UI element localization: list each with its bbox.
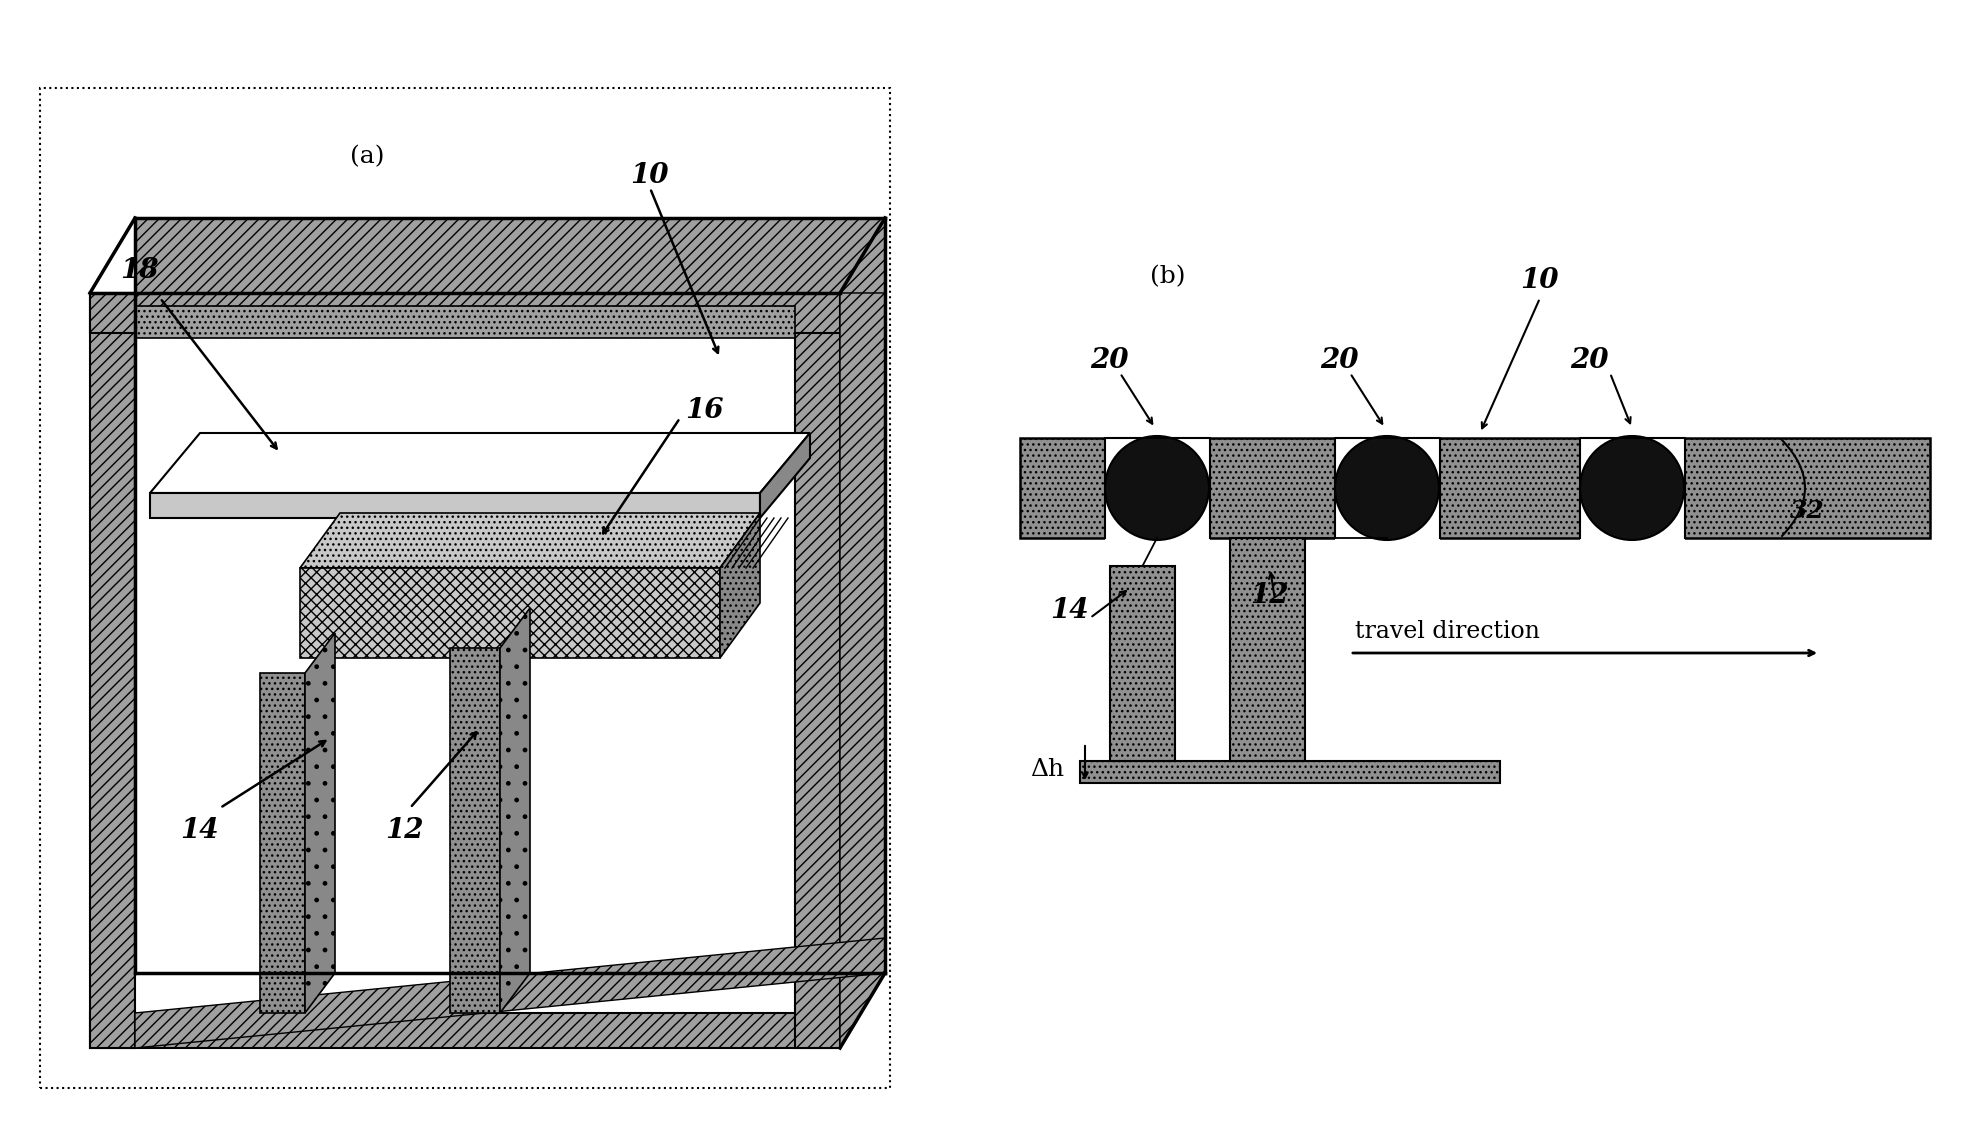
Text: 12: 12 bbox=[385, 817, 423, 844]
Bar bbox=[91, 292, 840, 333]
Ellipse shape bbox=[1581, 436, 1684, 541]
Text: 20: 20 bbox=[1091, 347, 1128, 374]
Bar bbox=[1105, 436, 1209, 541]
Text: 10: 10 bbox=[1520, 267, 1559, 294]
Bar bbox=[1581, 436, 1686, 541]
Polygon shape bbox=[300, 513, 761, 568]
Bar bbox=[1020, 438, 1931, 538]
Text: 32: 32 bbox=[1790, 498, 1824, 523]
Polygon shape bbox=[150, 432, 810, 493]
Text: (a): (a) bbox=[350, 145, 385, 168]
Polygon shape bbox=[761, 432, 810, 518]
Bar bbox=[91, 298, 134, 1048]
Text: travel direction: travel direction bbox=[1356, 620, 1539, 643]
Text: (b): (b) bbox=[1150, 265, 1186, 288]
Bar bbox=[134, 306, 794, 338]
Polygon shape bbox=[134, 218, 885, 292]
Bar bbox=[1336, 436, 1441, 541]
FancyBboxPatch shape bbox=[40, 88, 889, 1088]
Text: 10: 10 bbox=[630, 162, 668, 189]
Text: Δh: Δh bbox=[1029, 758, 1065, 781]
Ellipse shape bbox=[1336, 436, 1439, 541]
Bar bbox=[794, 298, 840, 1048]
Text: 16: 16 bbox=[686, 397, 723, 424]
Text: 14: 14 bbox=[180, 817, 219, 844]
Bar bbox=[1081, 761, 1500, 783]
Polygon shape bbox=[719, 513, 761, 658]
Bar bbox=[1111, 566, 1176, 761]
Bar bbox=[261, 673, 304, 1013]
Text: 12: 12 bbox=[1251, 582, 1288, 609]
Bar bbox=[1229, 538, 1304, 761]
Text: 20: 20 bbox=[1320, 347, 1358, 374]
Text: 14: 14 bbox=[1049, 597, 1089, 624]
Polygon shape bbox=[304, 633, 336, 1013]
Text: 20: 20 bbox=[1571, 347, 1608, 374]
Polygon shape bbox=[500, 608, 530, 1013]
Bar bbox=[300, 568, 719, 658]
Bar bbox=[451, 648, 500, 1013]
Bar bbox=[91, 1013, 840, 1048]
Polygon shape bbox=[840, 292, 885, 1048]
Polygon shape bbox=[150, 493, 761, 518]
Text: 18: 18 bbox=[121, 257, 158, 284]
Polygon shape bbox=[134, 938, 885, 1048]
Ellipse shape bbox=[1105, 436, 1209, 541]
